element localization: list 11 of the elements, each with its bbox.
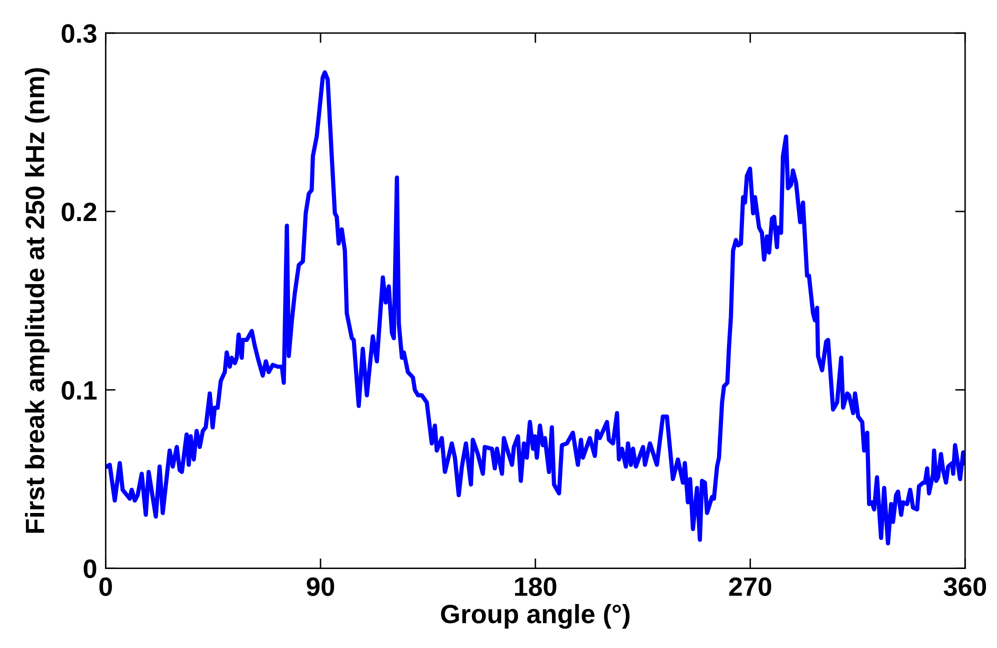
x-tick-label: 90 — [306, 577, 334, 596]
y-tick-label: 0.3 — [62, 24, 96, 43]
x-tick-label: 270 — [729, 577, 772, 596]
y-axis-title: First break amplitude at 250 kHz (nm) — [24, 68, 50, 533]
x-tick-label: 0 — [99, 577, 112, 596]
y-tick-label: 0 — [84, 559, 96, 578]
y-tick-label: 0.2 — [62, 202, 96, 222]
x-tick-label: 180 — [515, 577, 556, 596]
y-tick-label: 0.1 — [62, 381, 97, 400]
x-tick-label: 360 — [944, 577, 986, 596]
x-axis-title: Group angle (°) — [441, 604, 630, 629]
